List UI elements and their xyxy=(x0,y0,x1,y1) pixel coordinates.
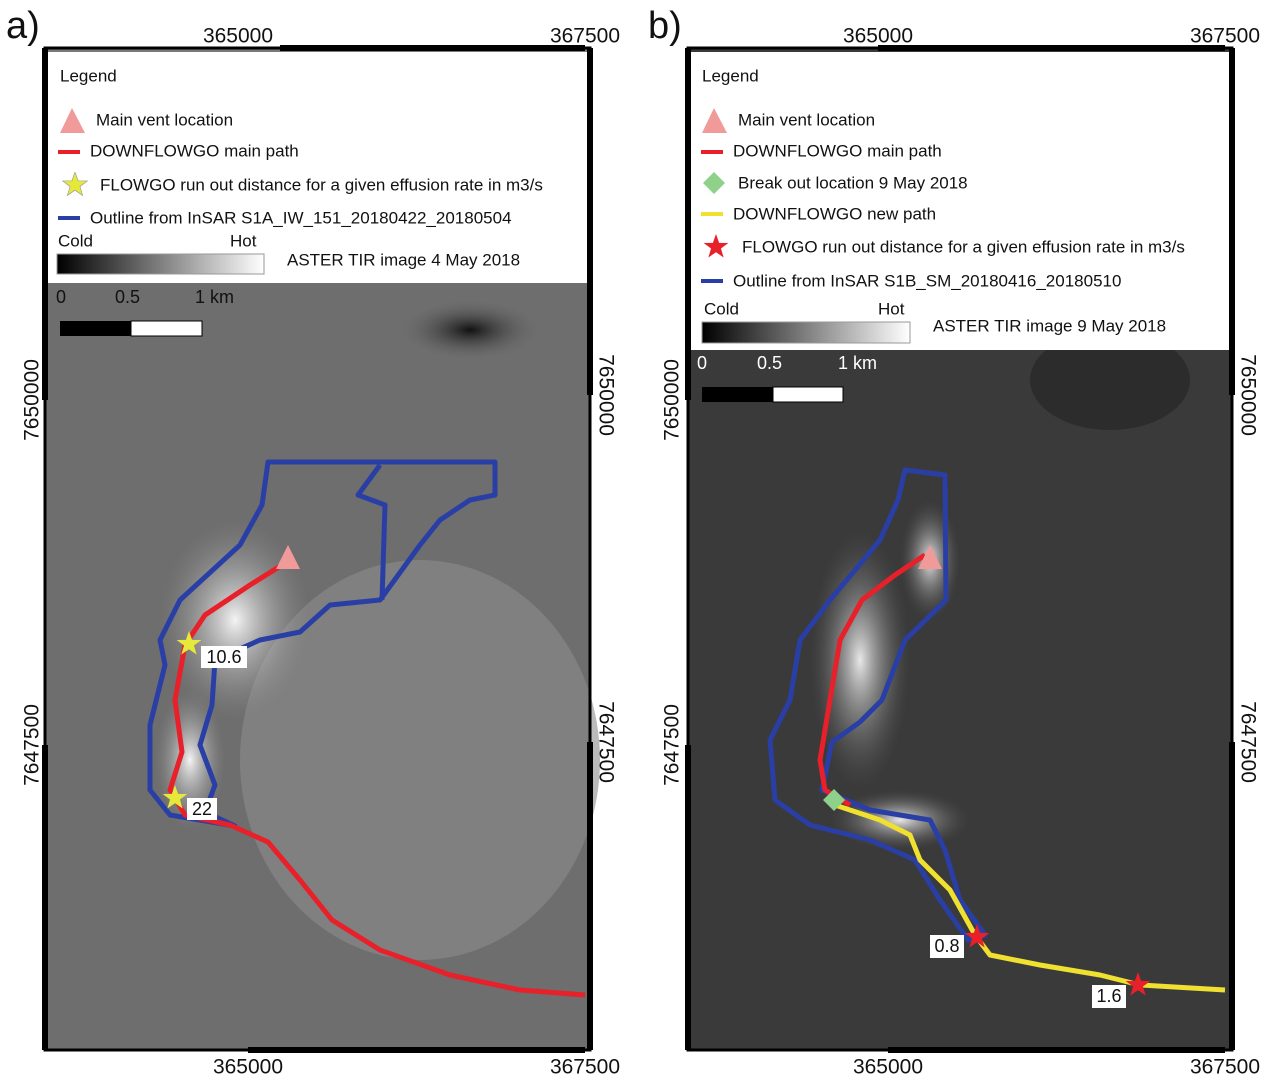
panel-label: a) xyxy=(6,5,40,47)
right-tick: 7647500 xyxy=(1236,701,1259,783)
figure: a) 365000 367500 365000 367500 7650000 7… xyxy=(0,0,1279,1083)
bottom-tick: 365000 xyxy=(213,1056,283,1079)
scale-label: 1 km xyxy=(195,287,234,307)
bottom-tick: 365000 xyxy=(853,1056,923,1079)
legend-item: FLOWGO run out distance for a given effu… xyxy=(100,175,543,194)
panel-b: b) 365000 367500 365000 367500 7650000 7… xyxy=(648,5,1260,1079)
colorbar-high: Hot xyxy=(878,299,905,318)
effusion-label: 1.6 xyxy=(1096,986,1121,1006)
scale-bar xyxy=(773,387,843,402)
left-tick: 7647500 xyxy=(661,704,684,786)
scale-bar xyxy=(702,387,773,402)
panel-a: a) 365000 367500 365000 367500 7650000 7… xyxy=(6,5,620,1079)
legend-item: DOWNFLOWGO main path xyxy=(90,141,299,160)
top-tick: 365000 xyxy=(843,25,913,48)
scale-bar xyxy=(60,321,131,336)
panel-label: b) xyxy=(648,5,682,47)
image-caption: ASTER TIR image 9 May 2018 xyxy=(933,316,1166,335)
effusion-label: 0.8 xyxy=(934,936,959,956)
effusion-label: 10.6 xyxy=(206,647,241,667)
scale-label: 0 xyxy=(56,287,66,307)
scale-label: 0 xyxy=(697,353,707,373)
left-tick: 7650000 xyxy=(21,359,44,441)
left-tick: 7647500 xyxy=(21,704,44,786)
colorbar-low: Cold xyxy=(58,231,93,250)
legend-item: DOWNFLOWGO main path xyxy=(733,141,942,160)
right-tick: 7650000 xyxy=(1236,354,1259,436)
right-tick: 7650000 xyxy=(594,354,617,436)
raster-hot xyxy=(830,790,970,850)
legend-item: Outline from InSAR S1A_IW_151_20180422_2… xyxy=(90,208,512,227)
colorbar-high: Hot xyxy=(230,231,257,250)
scale-label: 1 km xyxy=(838,353,877,373)
colorbar-low: Cold xyxy=(704,299,739,318)
image-caption: ASTER TIR image 4 May 2018 xyxy=(287,250,520,269)
scale-label: 0.5 xyxy=(115,287,140,307)
top-tick: 365000 xyxy=(203,25,273,48)
scale-bar xyxy=(131,321,202,336)
colorbar xyxy=(702,322,910,343)
legend-title: Legend xyxy=(702,66,759,85)
legend-item: FLOWGO run out distance for a given effu… xyxy=(742,237,1185,256)
right-tick: 7647500 xyxy=(594,701,617,783)
legend-item: Outline from InSAR S1B_SM_20180416_20180… xyxy=(733,271,1121,290)
legend-item: Main vent location xyxy=(96,110,233,129)
top-tick: 367500 xyxy=(550,25,620,48)
legend-box xyxy=(691,52,1229,350)
legend-box xyxy=(48,52,587,283)
legend-title: Legend xyxy=(60,66,117,85)
legend-item: DOWNFLOWGO new path xyxy=(733,204,936,223)
legend-item: Main vent location xyxy=(738,110,875,129)
colorbar xyxy=(57,254,264,274)
legend-item: Break out location 9 May 2018 xyxy=(738,173,968,192)
effusion-label: 22 xyxy=(192,799,212,819)
top-tick: 367500 xyxy=(1190,25,1260,48)
left-tick: 7650000 xyxy=(661,359,684,441)
raster-cold xyxy=(400,300,540,360)
bottom-tick: 367500 xyxy=(1190,1056,1260,1079)
scale-label: 0.5 xyxy=(757,353,782,373)
bottom-tick: 367500 xyxy=(550,1056,620,1079)
